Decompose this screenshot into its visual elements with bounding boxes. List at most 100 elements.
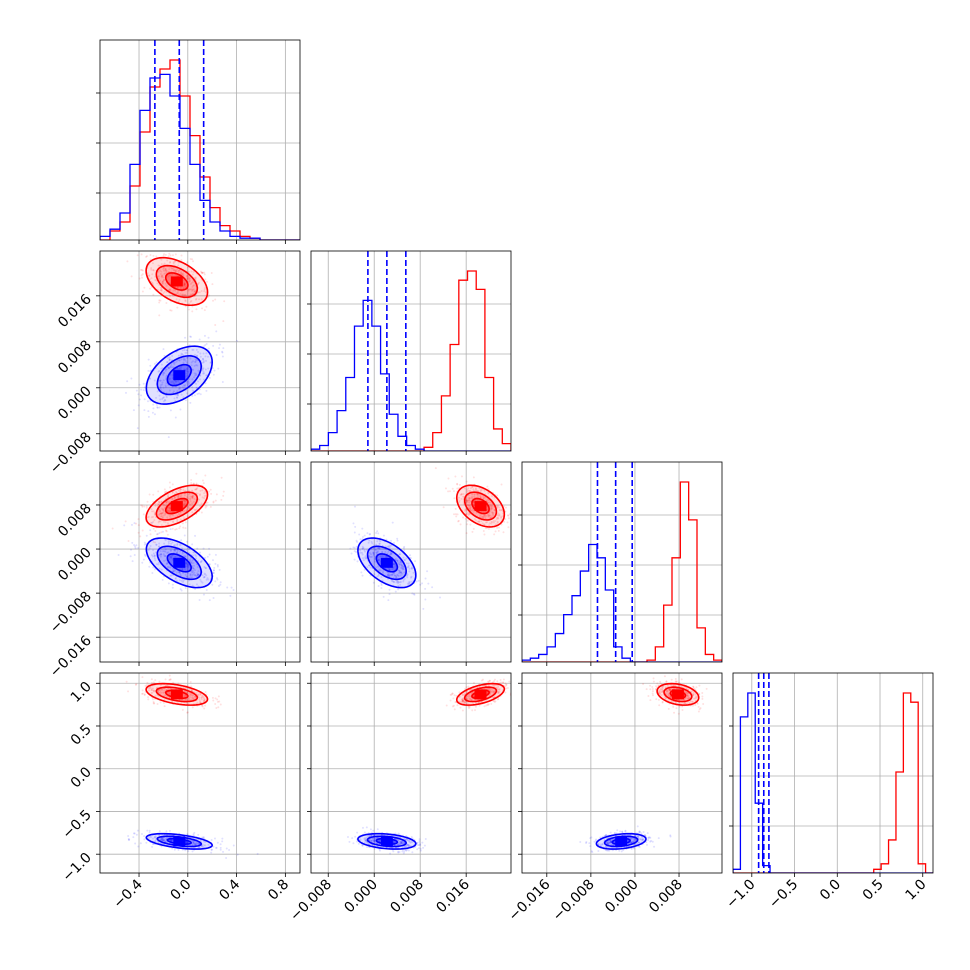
scatter-point bbox=[167, 493, 170, 496]
scatter-point bbox=[658, 692, 661, 695]
scatter-point bbox=[176, 286, 179, 289]
scatter-point bbox=[356, 840, 359, 843]
scatter-point bbox=[212, 501, 215, 504]
scatter-point bbox=[217, 367, 220, 370]
scatter-point bbox=[160, 500, 163, 503]
scatter-point bbox=[491, 513, 494, 516]
scatter-point bbox=[208, 376, 211, 379]
scatter-point bbox=[149, 685, 152, 688]
scatter-point bbox=[185, 698, 188, 701]
scatter-point bbox=[459, 523, 462, 526]
scatter-point bbox=[201, 705, 204, 708]
scatter-point bbox=[164, 268, 167, 271]
scatter-point bbox=[191, 495, 194, 498]
scatter-point bbox=[178, 367, 181, 370]
scatter-point bbox=[461, 698, 464, 701]
scatter-point bbox=[186, 276, 189, 279]
scatter-point bbox=[139, 842, 142, 845]
scatter-point bbox=[398, 569, 401, 572]
scatter-point bbox=[127, 835, 130, 838]
scatter-point bbox=[421, 841, 424, 844]
scatter-point bbox=[163, 689, 166, 692]
scatter-point bbox=[156, 406, 159, 409]
scatter-point bbox=[153, 555, 156, 558]
scatter-point bbox=[675, 680, 678, 683]
scatter-point bbox=[361, 826, 364, 829]
scatter-point bbox=[134, 683, 137, 686]
scatter-point bbox=[199, 693, 202, 696]
scatter-point bbox=[696, 702, 699, 705]
scatter-point bbox=[177, 496, 180, 499]
scatter-point bbox=[199, 378, 202, 381]
scatter-point bbox=[488, 679, 491, 682]
scatter-point bbox=[363, 534, 366, 537]
scatter-point bbox=[393, 841, 396, 844]
scatter-point bbox=[212, 571, 215, 574]
scatter-point bbox=[486, 703, 489, 706]
scatter-point bbox=[229, 594, 232, 597]
scatter-point bbox=[169, 309, 172, 312]
scatter-point bbox=[376, 551, 379, 554]
scatter-point bbox=[161, 578, 164, 581]
scatter-point bbox=[472, 501, 475, 504]
scatter-point bbox=[667, 707, 670, 710]
scatter-point bbox=[408, 567, 411, 570]
scatter-point bbox=[215, 354, 218, 357]
scatter-point bbox=[137, 393, 140, 396]
scatter-point bbox=[657, 698, 660, 701]
scatter-point bbox=[409, 841, 412, 844]
scatter-point bbox=[404, 849, 407, 852]
scatter-point bbox=[472, 476, 475, 479]
scatter-point bbox=[174, 289, 177, 292]
scatter-point bbox=[199, 693, 202, 696]
scatter-point bbox=[660, 694, 663, 697]
scatter-point bbox=[189, 576, 192, 579]
scatter-point bbox=[609, 841, 612, 844]
scatter-point bbox=[391, 573, 394, 576]
scatter-point bbox=[198, 494, 201, 497]
scatter-point bbox=[160, 524, 163, 527]
scatter-point bbox=[184, 849, 187, 852]
scatter-point bbox=[373, 840, 376, 843]
scatter-point bbox=[180, 358, 183, 361]
scatter-point bbox=[155, 543, 158, 546]
scatter-point bbox=[140, 388, 143, 391]
scatter-point bbox=[171, 497, 174, 500]
scatter-point bbox=[400, 842, 403, 845]
scatter-point bbox=[206, 577, 209, 580]
scatter-point bbox=[404, 845, 407, 848]
scatter-point bbox=[424, 838, 427, 841]
scatter-point bbox=[372, 834, 375, 837]
scatter-point bbox=[187, 565, 190, 568]
scatter-point bbox=[178, 298, 181, 301]
scatter-point bbox=[484, 515, 487, 518]
scatter-point bbox=[197, 369, 200, 372]
scatter-point bbox=[150, 687, 153, 690]
scatter-point bbox=[403, 545, 406, 548]
scatter-point bbox=[359, 838, 362, 841]
scatter-point bbox=[172, 510, 175, 513]
scatter-point bbox=[673, 711, 676, 714]
scatter-point bbox=[351, 837, 354, 840]
scatter-point bbox=[402, 556, 405, 559]
scatter-point bbox=[469, 697, 472, 700]
y-tick-label: −1.0 bbox=[59, 850, 94, 885]
scatter-point bbox=[143, 541, 146, 544]
scatter-point bbox=[172, 570, 175, 573]
scatter-point bbox=[392, 841, 395, 844]
scatter-point bbox=[191, 502, 194, 505]
scatter-point bbox=[190, 364, 193, 367]
scatter-point bbox=[469, 505, 472, 508]
scatter-point bbox=[185, 351, 188, 354]
scatter-point bbox=[189, 257, 192, 260]
scatter-point bbox=[480, 516, 483, 519]
scatter-point bbox=[179, 271, 182, 274]
scatter-point bbox=[171, 839, 174, 842]
scatter-point bbox=[167, 551, 170, 554]
scatter-point bbox=[669, 696, 672, 699]
scatter-point bbox=[402, 565, 405, 568]
scatter-point bbox=[191, 394, 194, 397]
scatter-point bbox=[489, 501, 492, 504]
scatter-point bbox=[149, 370, 152, 373]
